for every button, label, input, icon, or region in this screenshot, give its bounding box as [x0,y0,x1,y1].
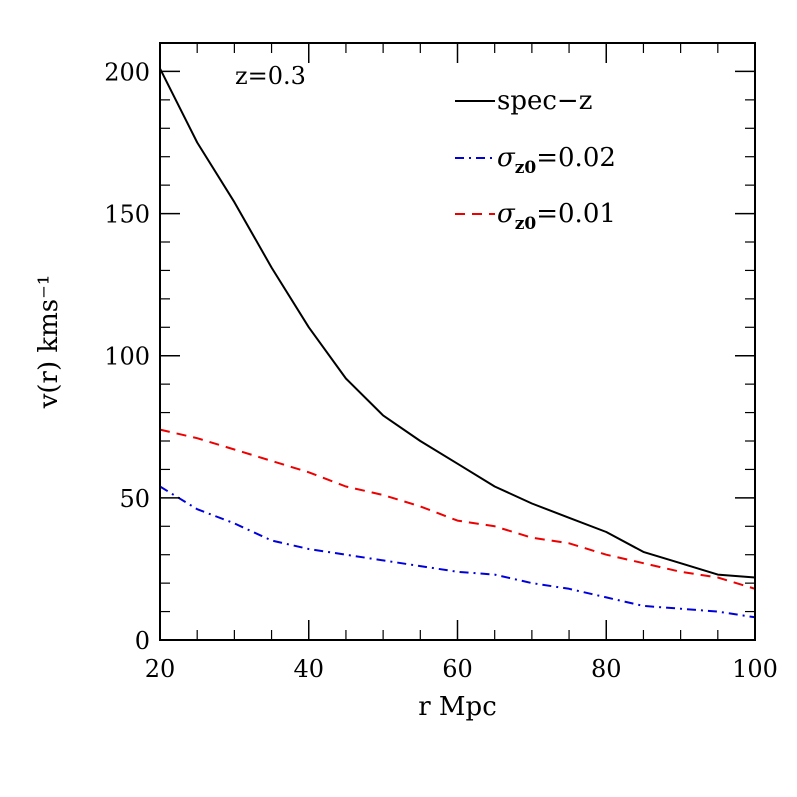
x-tick-label: 20 [145,655,176,683]
x-tick-label: 40 [293,655,324,683]
legend-label-1: σz0=0.02 [497,143,616,178]
plot-frame [159,42,756,641]
x-axis-title: r Mpc [418,692,497,722]
series-line-2 [159,428,756,590]
series-layer [159,68,756,619]
x-tick-label: 60 [442,655,473,683]
legend-label-base: spec−z [497,86,592,116]
redshift-annotation: z=0.3 [235,62,306,90]
y-tick-label: 150 [104,201,150,229]
legend-label-0: spec−z [497,86,592,116]
legend-label-subscript: z0 [515,214,537,234]
labels-layer: 20 40 60 80 100 0 50 100 150 200 [104,58,778,683]
series-line-0 [159,68,756,579]
y-tick-label: 200 [104,58,150,86]
legend-label-suffix: =0.01 [536,199,616,229]
y-tick-label: 0 [135,627,150,655]
x-tick-label: 100 [732,655,778,683]
legend-label-subscript: z0 [515,158,537,178]
y-tick-label: 100 [104,343,150,371]
legend-label-2: σz0=0.01 [497,199,616,234]
ticks-layer [159,42,756,641]
x-tick-label: 80 [591,655,622,683]
y-axis-title: v(r) kms⁻¹ [34,275,64,410]
legend-label-suffix: =0.02 [536,143,616,173]
series-line-1 [159,485,756,619]
legend-label-base: σ [497,143,516,173]
y-tick-label: 50 [119,485,150,513]
legend-label-base: σ [497,199,516,229]
